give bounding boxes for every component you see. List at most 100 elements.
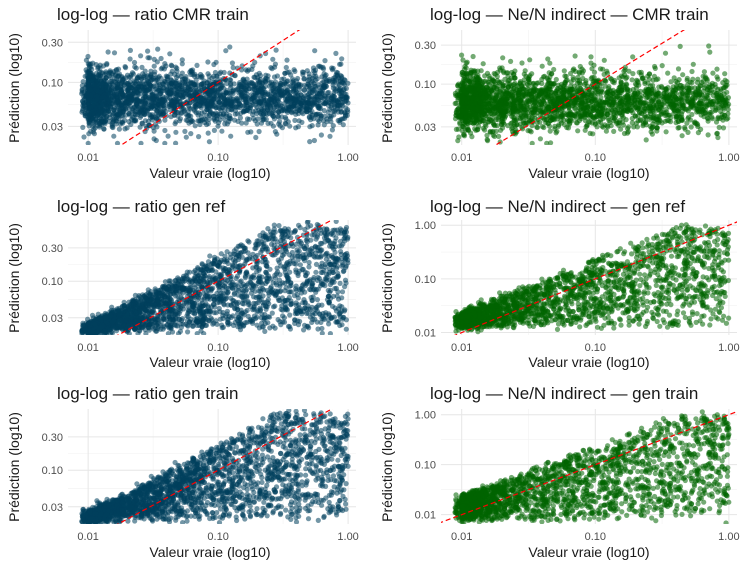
data-point: [605, 115, 611, 121]
data-point: [291, 82, 297, 88]
data-point: [724, 116, 730, 122]
data-point: [484, 132, 490, 138]
data-point: [300, 69, 307, 75]
data-point: [286, 106, 292, 112]
data-point: [622, 64, 628, 70]
data-point: [720, 97, 726, 104]
data-point: [676, 124, 682, 131]
data-point: [330, 79, 336, 85]
data-point: [94, 96, 100, 102]
data-point: [318, 132, 324, 138]
data-point: [107, 104, 113, 110]
data-point: [662, 118, 668, 124]
data-point: [665, 70, 671, 76]
data-point: [511, 117, 517, 123]
data-point: [491, 70, 497, 77]
data-point: [88, 87, 94, 93]
data-point: [284, 57, 290, 63]
data-point: [259, 92, 265, 99]
data-point: [165, 90, 171, 96]
data-point: [290, 76, 296, 82]
data-point: [629, 120, 635, 126]
y-axis-title: Prédiction (log10): [6, 33, 22, 143]
data-point: [266, 102, 272, 108]
data-point: [118, 83, 124, 90]
data-point: [473, 82, 479, 88]
data-point: [336, 82, 342, 88]
data-point: [138, 53, 144, 59]
data-point: [270, 56, 276, 62]
data-point: [329, 67, 335, 73]
data-point: [272, 93, 278, 99]
data-point: [277, 100, 283, 106]
data-point: [598, 80, 605, 86]
data-point: [534, 124, 540, 130]
data-point: [646, 71, 653, 77]
data-point: [114, 98, 120, 104]
data-point: [468, 69, 474, 75]
data-point: [131, 78, 137, 84]
data-point: [219, 105, 225, 111]
data-point: [625, 129, 631, 135]
data-point: [167, 51, 173, 57]
data-point: [134, 97, 141, 103]
data-point: [461, 133, 468, 139]
data-point: [527, 128, 533, 134]
data-point: [86, 119, 92, 125]
data-point: [172, 121, 178, 127]
x-tick-label: 1.00: [718, 152, 739, 164]
data-point: [103, 75, 109, 81]
data-point: [689, 68, 695, 75]
x-axis-title: Valeur vraie (log10): [149, 165, 270, 181]
x-tick-label: 0.10: [207, 152, 228, 164]
data-point: [233, 104, 239, 110]
data-point: [292, 86, 299, 92]
data-point: [158, 55, 164, 62]
data-point: [302, 100, 308, 106]
data-point: [134, 102, 140, 108]
data-point: [175, 113, 181, 119]
data-point: [707, 49, 713, 55]
data-point: [274, 73, 280, 79]
data-point: [486, 73, 492, 79]
data-point: [155, 112, 161, 118]
data-point: [685, 93, 691, 99]
data-point: [257, 88, 263, 95]
data-point: [337, 77, 344, 84]
data-point: [151, 63, 157, 69]
data-point: [91, 126, 97, 132]
data-point: [247, 80, 253, 86]
data-point: [611, 128, 617, 134]
data-point: [209, 75, 215, 81]
data-point: [341, 91, 347, 97]
data-point: [526, 118, 533, 124]
data-point: [161, 85, 167, 91]
data-point: [282, 106, 288, 112]
data-point: [168, 62, 174, 68]
data-point: [630, 71, 636, 77]
data-point: [179, 57, 185, 63]
data-point: [716, 99, 722, 105]
data-point: [244, 116, 251, 122]
data-point: [151, 83, 157, 89]
data-point: [154, 124, 160, 130]
data-point: [228, 95, 234, 101]
data-point: [219, 113, 225, 119]
data-point: [337, 88, 343, 94]
data-point: [101, 126, 107, 132]
data-point: [588, 60, 594, 66]
data-point: [282, 96, 288, 102]
data-point: [579, 66, 585, 72]
data-point: [128, 121, 134, 128]
data-point: [198, 118, 204, 124]
data-point: [678, 87, 684, 93]
data-point: [252, 98, 258, 105]
data-point: [102, 121, 108, 127]
data-point: [594, 124, 600, 130]
data-point: [237, 115, 243, 121]
data-point: [256, 107, 262, 113]
data-point: [258, 111, 264, 117]
data-point: [204, 102, 210, 108]
data-point: [589, 105, 596, 111]
data-point: [532, 82, 538, 89]
